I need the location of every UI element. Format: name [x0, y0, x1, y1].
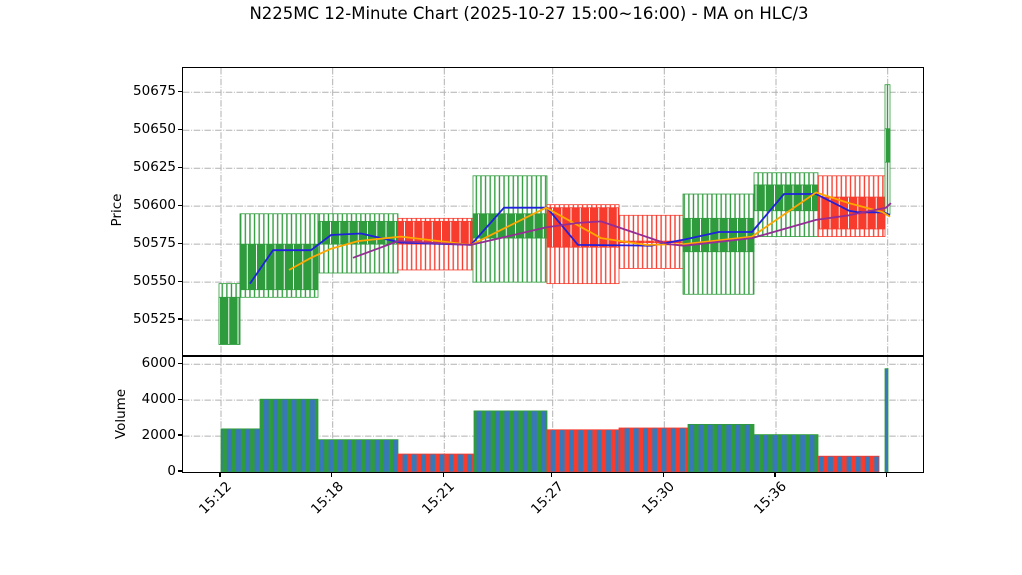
time-tick-mark: [774, 472, 776, 477]
time-tick-mark: [331, 472, 333, 477]
volume-bar-up: [317, 439, 399, 472]
candle-body-up: [218, 296, 241, 345]
time-tick-label: 15:27: [527, 478, 567, 518]
time-tick-mark: [219, 472, 221, 477]
candle-body-up: [682, 217, 755, 253]
time-tick-mark: [662, 472, 664, 477]
price-panel: [182, 67, 924, 356]
volume-tick-label: 4000: [141, 390, 176, 407]
time-tick-label: 15:30: [639, 478, 679, 518]
volume-bar-up: [259, 398, 319, 472]
candle-body-up: [239, 243, 319, 291]
ma-mid-line: [288, 191, 891, 271]
ma-short-line: [249, 193, 891, 285]
price-tick-mark: [178, 128, 182, 130]
volume-tick-mark: [178, 434, 182, 436]
volume-panel: [182, 356, 924, 473]
price-tick-label: 50575: [133, 234, 176, 251]
volume-bar-down: [618, 427, 689, 472]
time-tick-mark: [551, 472, 553, 477]
time-tick-label: 15:21: [419, 478, 459, 518]
price-tick-mark: [178, 90, 182, 92]
time-tick-label: 15:12: [196, 478, 235, 518]
volume-tick-mark: [178, 470, 182, 472]
price-tick-mark: [178, 242, 182, 244]
price-tick-label: 50600: [133, 196, 176, 213]
price-tick-mark: [178, 280, 182, 282]
time-tick-mark: [886, 472, 888, 477]
price-tick-mark: [178, 318, 182, 320]
time-tick-mark: [442, 472, 444, 477]
price-tick-label: 50675: [133, 82, 176, 99]
volume-bar-up: [473, 410, 548, 472]
ma-long-line: [352, 202, 892, 259]
volume-tick-mark: [178, 362, 182, 364]
volume-bar-down: [546, 429, 620, 472]
price-tick-label: 50550: [133, 272, 176, 289]
price-tick-label: 50625: [133, 158, 176, 175]
time-tick-label: 15:18: [307, 478, 347, 518]
time-tick-label: 15:36: [751, 478, 790, 518]
candle-body-up: [884, 128, 891, 163]
volume-bar-up: [687, 423, 755, 472]
volume-bar-up: [884, 368, 889, 472]
volume-bar-up: [220, 428, 261, 472]
price-tick-mark: [178, 166, 182, 168]
volume-tick-label: 2000: [141, 426, 176, 443]
volume-bar-down: [397, 453, 475, 472]
volume-bar-up: [753, 434, 819, 472]
price-tick-mark: [178, 204, 182, 206]
chart-title: N225MC 12-Minute Chart (2025-10-27 15:00…: [249, 4, 809, 23]
volume-tick-mark: [178, 398, 182, 400]
price-tick-label: 50525: [133, 310, 176, 327]
volume-tick-label: 0: [167, 462, 176, 479]
price-tick-label: 50650: [133, 120, 176, 137]
volume-bar-down: [817, 455, 880, 472]
volume-tick-label: 6000: [141, 354, 176, 371]
